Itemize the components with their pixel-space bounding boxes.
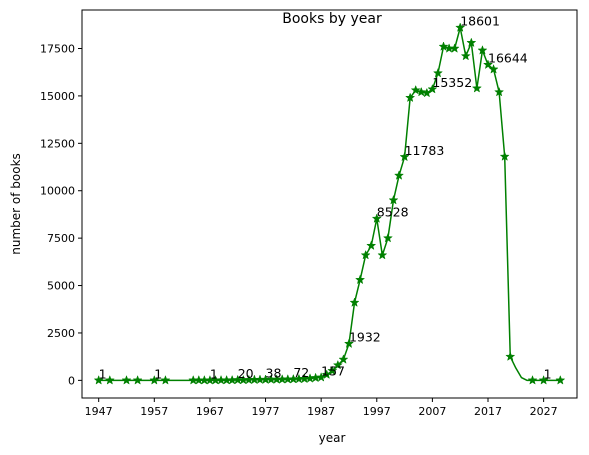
data-point-marker	[410, 84, 421, 95]
x-tick-label: 1977	[252, 405, 280, 418]
x-tick-label: 2007	[418, 405, 446, 418]
data-label: 18601	[460, 14, 500, 29]
x-tick-label: 2017	[474, 405, 502, 418]
data-label: 1	[210, 366, 218, 381]
data-point-marker	[538, 375, 549, 385]
data-label: 11783	[405, 143, 445, 158]
data-point-marker	[460, 50, 471, 61]
data-label: 72	[293, 365, 309, 380]
x-axis-label: year	[319, 431, 346, 445]
x-tick-label: 1997	[363, 405, 391, 418]
data-point-marker	[477, 45, 488, 55]
data-label: 16644	[488, 51, 528, 66]
data-point-marker	[393, 170, 405, 180]
data-point-marker	[360, 249, 371, 260]
data-point-marker	[416, 86, 427, 97]
data-point-marker	[104, 375, 115, 385]
y-axis-label: number of books	[9, 153, 23, 255]
data-label: 38	[266, 366, 282, 381]
data-point-marker	[499, 151, 510, 161]
data-point-marker	[455, 22, 466, 32]
data-point-marker	[160, 375, 171, 385]
data-point-marker	[382, 232, 393, 243]
data-label: 15352	[432, 75, 472, 90]
data-point-marker	[366, 240, 377, 251]
data-point-marker	[371, 213, 382, 223]
y-tick-label: 5000	[47, 280, 75, 293]
data-point-marker	[332, 359, 343, 370]
data-point-marker	[471, 83, 482, 93]
data-point-marker	[494, 86, 505, 97]
x-tick-label: 1987	[307, 405, 335, 418]
x-tick-label: 1947	[85, 405, 113, 418]
data-point-marker	[343, 338, 355, 349]
data-point-marker	[327, 365, 338, 376]
series-line	[98, 26, 561, 382]
data-label: 20	[238, 366, 254, 381]
data-point-marker	[149, 375, 160, 385]
data-point-marker	[405, 92, 416, 103]
data-point-marker	[93, 375, 104, 385]
data-point-marker	[377, 249, 388, 260]
data-point-marker	[432, 67, 444, 78]
data-point-marker	[121, 375, 132, 385]
data-label: 8528	[377, 205, 409, 220]
y-axis: 0 2500 5000 7500 10000 12500 15000 17500	[40, 42, 82, 387]
data-label: 1932	[349, 330, 381, 345]
data-point-marker	[488, 64, 499, 74]
y-tick-label: 15000	[40, 90, 75, 103]
y-tick-label: 12500	[40, 137, 75, 150]
data-label: 1	[99, 366, 107, 381]
plot-area: 1 1 1 20 38 72 157 1932 8528 11783 15352 18601 16644…	[93, 14, 566, 385]
chart-title: Books by year	[282, 11, 382, 27]
y-tick-label: 7500	[47, 232, 75, 245]
x-tick-label: 1967	[196, 405, 224, 418]
plot-frame	[81, 9, 578, 399]
x-tick-label: 2027	[530, 405, 558, 418]
y-tick-label: 2500	[47, 327, 75, 340]
data-point-marker	[449, 43, 460, 53]
data-point-marker	[505, 351, 516, 361]
data-point-marker	[338, 354, 349, 364]
data-point-marker	[132, 375, 143, 385]
x-axis: 1947 1957 1967 1977 1987 1997 2007 2017 2027	[85, 398, 558, 418]
y-tick-label: 17500	[40, 42, 75, 55]
data-point-marker	[399, 151, 410, 162]
y-tick-label: 10000	[40, 185, 75, 198]
data-point-marker	[355, 274, 366, 285]
data-point-marker	[388, 194, 399, 205]
data-point-marker	[427, 83, 438, 94]
data-point-marker	[482, 59, 494, 70]
data-point-marker	[466, 37, 477, 48]
data-point-marker	[438, 41, 449, 51]
data-point-marker	[349, 297, 360, 307]
data-label: 157	[321, 363, 345, 378]
data-point-marker	[555, 375, 566, 385]
x-tick-label: 1957	[140, 405, 168, 418]
data-point-marker	[527, 375, 538, 385]
data-label: 1	[154, 366, 162, 381]
y-tick-label: 0	[68, 374, 75, 387]
data-label: 1	[544, 366, 552, 381]
